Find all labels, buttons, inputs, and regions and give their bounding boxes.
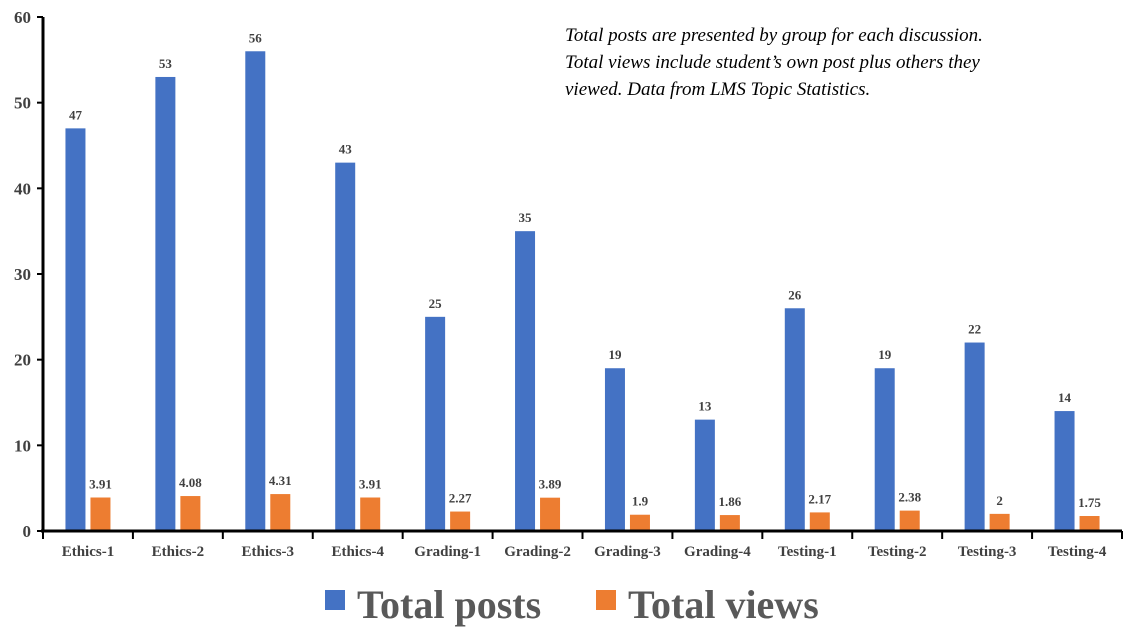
x-tick-label: Grading-2	[504, 544, 571, 560]
bar-total-posts	[425, 316, 446, 531]
y-tick-label: 50	[14, 94, 31, 113]
y-tick-label: 60	[14, 8, 31, 27]
x-tick-label: Grading-3	[594, 544, 661, 560]
annotation: Total posts are presented by group for e…	[565, 25, 983, 100]
data-label: 25	[429, 296, 443, 311]
data-label: 19	[878, 347, 892, 362]
data-label: 14	[1058, 390, 1072, 405]
data-label: 1.75	[1078, 495, 1101, 510]
data-label: 43	[339, 142, 353, 157]
x-tick-label: Ethics-4	[331, 544, 384, 560]
bar-total-views	[270, 494, 291, 531]
y-tick-label: 20	[14, 351, 31, 370]
bar-total-views	[719, 515, 740, 531]
bar-total-views	[450, 511, 471, 531]
data-label: 3.91	[89, 477, 112, 492]
bar-total-posts	[874, 368, 895, 531]
legend-label-total-posts: Total posts	[357, 582, 541, 627]
bar-total-posts	[1054, 411, 1075, 531]
x-tick-label: Testing-2	[868, 544, 927, 560]
y-tick-label: 30	[14, 265, 31, 284]
y-tick-label: 0	[23, 522, 32, 541]
x-tick-label: Grading-4	[684, 544, 751, 560]
bar-total-views	[360, 497, 381, 531]
bar-total-views	[989, 513, 1010, 531]
annotation-line-3: viewed. Data from LMS Topic Statistics.	[565, 79, 870, 100]
data-label: 13	[698, 399, 712, 414]
x-tick-label: Testing-3	[958, 544, 1017, 560]
bar-total-views	[90, 497, 111, 531]
x-tick-label: Ethics-3	[242, 544, 295, 560]
y-tick-label: 40	[14, 179, 31, 198]
x-tick-label: Ethics-1	[62, 544, 115, 560]
legend-swatch-total-views	[596, 590, 616, 610]
data-labels: 47 53 56 43 25 35 19 13 26 19 22 14 3.91 4.08 4.31 3.91…	[69, 30, 1101, 510]
data-label: 2.27	[449, 491, 472, 506]
x-tick-label: Testing-4	[1048, 544, 1107, 560]
bar-total-posts	[335, 162, 356, 531]
legend: Total posts Total views	[325, 582, 819, 627]
data-label: 1.9	[632, 494, 649, 509]
bar-total-posts	[964, 342, 985, 531]
x-tick-label: Ethics-2	[152, 544, 205, 560]
legend-swatch-total-posts	[325, 590, 345, 610]
bar-total-posts	[515, 231, 536, 531]
bar-total-views	[629, 514, 650, 531]
data-label: 3.89	[539, 477, 562, 492]
data-label: 4.31	[269, 473, 292, 488]
bar-total-posts	[784, 308, 805, 531]
annotation-line-2: Total views include student’s own post p…	[565, 52, 980, 73]
bar-total-views	[899, 510, 920, 531]
bar-total-views	[540, 497, 561, 531]
bar-total-views	[1079, 516, 1100, 531]
bar-total-views	[809, 512, 830, 531]
y-axis: 0 10 20 30 40 50 60	[14, 8, 45, 541]
data-label: 22	[968, 322, 981, 337]
data-label: 2	[996, 493, 1003, 508]
legend-label-total-views: Total views	[628, 582, 819, 627]
y-tick-label: 10	[14, 436, 31, 455]
data-label: 56	[249, 30, 263, 45]
data-label: 3.91	[359, 477, 382, 492]
data-label: 26	[788, 287, 802, 302]
data-label: 1.86	[719, 494, 742, 509]
bar-total-views	[180, 496, 201, 531]
data-label: 19	[608, 347, 622, 362]
bar-total-posts	[65, 128, 86, 531]
bar-total-posts	[245, 51, 266, 532]
x-tick-label: Grading-1	[414, 544, 481, 560]
x-tick-label: Testing-1	[778, 544, 837, 560]
bar-total-posts	[694, 419, 715, 531]
data-label: 47	[69, 107, 83, 122]
data-label: 2.38	[898, 490, 921, 505]
data-label: 4.08	[179, 475, 202, 490]
data-label: 53	[159, 56, 173, 71]
data-label: 35	[519, 210, 533, 225]
data-label: 2.17	[808, 491, 831, 506]
bars	[65, 51, 1100, 532]
bar-total-posts	[604, 368, 625, 531]
bar-total-posts	[155, 76, 176, 531]
annotation-line-1: Total posts are presented by group for e…	[565, 25, 983, 46]
x-axis: Ethics-1 Ethics-2 Ethics-3 Ethics-4 Grading-…	[41, 529, 1123, 560]
